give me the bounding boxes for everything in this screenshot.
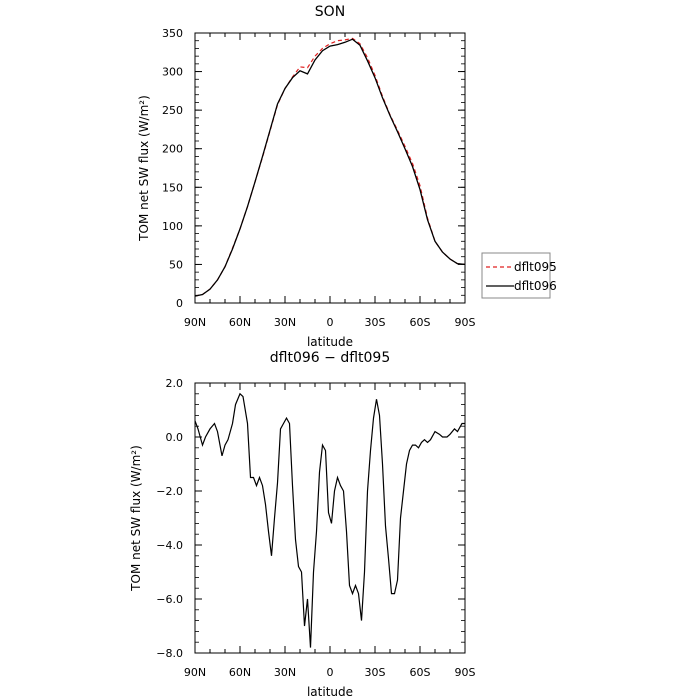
y-tick-label: 350	[162, 27, 183, 40]
y-tick-label: 0.0	[166, 431, 184, 444]
y-tick-label: 150	[162, 181, 183, 194]
x-tick-label: 60N	[229, 316, 251, 329]
panel-difference-ticks: 90N 60N 30N 0 30S 60S 90S −8.0 −6.0 −4.0 −2.0 0.0 2.…	[156, 377, 475, 679]
x-tick-label: 30N	[274, 666, 296, 679]
panel-difference-ylabel: TOM net SW flux (W/m²)	[129, 445, 143, 592]
x-tick-label: 90N	[184, 666, 206, 679]
y-tick-label: 100	[162, 220, 183, 233]
x-tick-label: 30S	[365, 316, 386, 329]
panel-difference: dflt096 − dflt095 90N 60N 30N 0 30S 60S 90S −8.…	[129, 350, 476, 699]
x-tick-label: 30N	[274, 316, 296, 329]
panel-difference-xlabel: latitude	[307, 685, 353, 699]
panel-difference-title: dflt096 − dflt095	[270, 350, 390, 366]
panel-son-title: SON	[315, 4, 345, 20]
panel-son-ylabel: TOM net SW flux (W/m²)	[137, 95, 151, 242]
panel-son-xlabel: latitude	[307, 335, 353, 349]
series-line-dflt096	[194, 38, 466, 297]
y-tick-label: −4.0	[156, 539, 183, 552]
series-path-dflt096	[194, 38, 466, 297]
y-tick-label: 50	[169, 258, 183, 271]
legend: dflt095 dflt096	[481, 252, 557, 299]
x-tick-label: 90S	[455, 666, 476, 679]
x-tick-label: 0	[327, 666, 334, 679]
difference-path	[194, 392, 465, 648]
legend-label-dflt096: dflt096	[514, 279, 557, 293]
legend-label-dflt095: dflt095	[514, 260, 557, 274]
x-tick-label: 60S	[410, 666, 431, 679]
panel-son-frame	[194, 32, 466, 304]
series-path-dflt095	[194, 37, 466, 297]
y-tick-label: −2.0	[156, 485, 183, 498]
y-tick-label: 0	[176, 297, 183, 310]
x-tick-label: 60S	[410, 316, 431, 329]
x-tick-label: 60N	[229, 666, 251, 679]
y-tick-label: −8.0	[156, 647, 183, 660]
y-tick-label: 2.0	[166, 377, 184, 390]
y-tick-label: −6.0	[156, 593, 183, 606]
y-tick-label: 300	[162, 66, 183, 79]
x-tick-label: 90N	[184, 316, 206, 329]
y-tick-label: 200	[162, 143, 183, 156]
x-tick-label: 0	[327, 316, 334, 329]
y-tick-label: 250	[162, 104, 183, 117]
x-tick-label: 30S	[365, 666, 386, 679]
series-line-dflt095	[194, 37, 466, 297]
panel-son: SON 90N 60N 30N 0 30S 60S 90S 0 50 100 150 200 250 30…	[137, 4, 557, 349]
difference-line	[194, 392, 465, 648]
legend-box	[481, 252, 551, 299]
panel-son-ticks: 90N 60N 30N 0 30S 60S 90S 0 50 100 150 200 250 300 350	[162, 27, 476, 329]
x-tick-label: 90S	[455, 316, 476, 329]
